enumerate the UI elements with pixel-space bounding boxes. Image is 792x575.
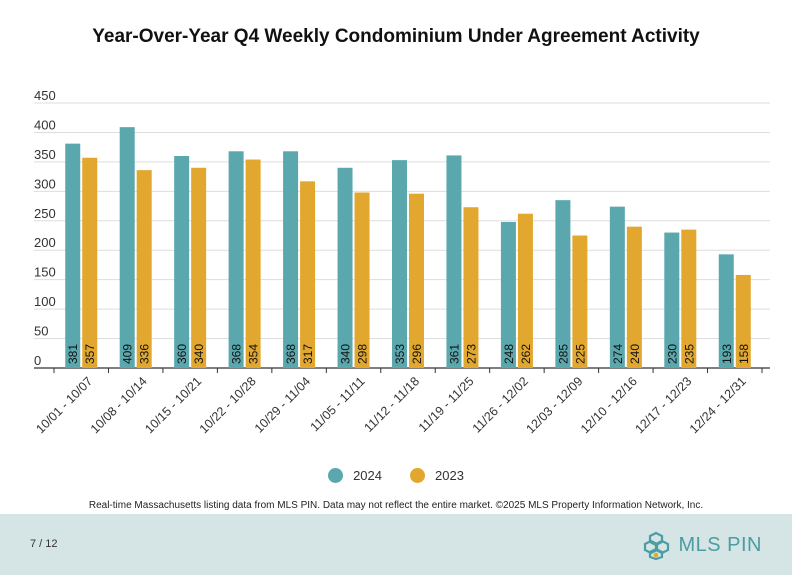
bar-2024 — [664, 232, 680, 368]
legend-item-2024[interactable]: 2024 — [328, 468, 382, 483]
bar-2023 — [409, 193, 424, 368]
x-tick-label: 12/10 - 12/16 — [578, 374, 640, 436]
legend-item-2023[interactable]: 2023 — [410, 468, 464, 483]
footer-bar: 7 / 12 MLS PIN — [0, 514, 792, 575]
data-label: 360 — [175, 344, 189, 364]
legend-swatch-2024 — [328, 468, 344, 483]
bar-2024 — [65, 143, 81, 368]
data-label: 298 — [356, 344, 370, 364]
legend: 2024 2023 — [0, 468, 792, 483]
mls-pin-logo-icon — [644, 531, 670, 560]
data-label: 158 — [737, 344, 751, 364]
bar-2023 — [245, 159, 261, 368]
bar-2023 — [463, 207, 479, 368]
x-tick-label: 10/08 - 10/14 — [88, 374, 150, 436]
data-label: 248 — [502, 344, 516, 364]
data-label: 409 — [121, 344, 135, 364]
y-tick-label: 400 — [34, 117, 56, 132]
bar-2023 — [354, 192, 370, 368]
x-tick-label: 11/26 - 12/02 — [470, 374, 531, 435]
data-label: 240 — [628, 344, 642, 364]
bar-chart: 0 50 100 150 200 250 300 350 400 450 381 357 10/01 -… — [33, 88, 770, 436]
bar-2024 — [119, 127, 135, 369]
y-tick-label: 250 — [34, 206, 56, 221]
page-number: 7 / 12 — [30, 538, 58, 550]
data-label: 336 — [138, 344, 152, 364]
bar-2024 — [500, 221, 516, 368]
x-tick-label: 10/01 - 10/07 — [33, 374, 95, 436]
x-tick-label: 12/03 - 12/09 — [524, 374, 586, 436]
y-tick-label: 450 — [34, 88, 56, 103]
y-tick-label: 100 — [34, 294, 56, 309]
y-tick-label: 300 — [34, 176, 56, 191]
bar-2023 — [626, 226, 642, 368]
bar-2024 — [609, 206, 625, 368]
data-label: 357 — [83, 344, 97, 364]
y-tick-label: 50 — [34, 324, 48, 339]
data-label: 285 — [556, 344, 570, 364]
data-label: 262 — [519, 344, 533, 364]
x-tick-label: 10/29 - 11/04 — [252, 374, 313, 435]
x-tick-label: 10/15 - 10/21 — [142, 374, 204, 436]
data-label: 273 — [464, 344, 478, 364]
data-label: 354 — [247, 344, 261, 364]
data-label: 368 — [230, 344, 244, 364]
x-tick-label: 12/24 - 12/31 — [687, 374, 749, 436]
data-label: 296 — [410, 344, 424, 364]
bar-2023 — [681, 229, 697, 368]
x-tick-label: 12/17 - 12/23 — [632, 374, 694, 436]
bar-2024 — [392, 160, 407, 368]
data-label: 225 — [573, 344, 587, 364]
bar-2023 — [572, 235, 588, 368]
data-label: 381 — [66, 344, 80, 364]
data-label: 353 — [393, 344, 407, 364]
bar-2024 — [228, 151, 244, 368]
y-tick-label: 0 — [34, 353, 41, 368]
legend-label-2023: 2023 — [435, 468, 464, 483]
data-label: 340 — [339, 344, 353, 364]
data-label: 230 — [665, 344, 679, 364]
x-tick-label: 11/12 - 11/18 — [361, 374, 422, 435]
bar-2024 — [337, 167, 353, 368]
brand-logo: MLS PIN — [642, 530, 762, 560]
bar-2023 — [300, 181, 316, 368]
bar-2023 — [82, 157, 98, 368]
data-label: 317 — [301, 344, 315, 364]
y-tick-label: 350 — [34, 147, 56, 162]
data-label: 361 — [447, 344, 461, 364]
x-tick-label: 11/19 - 11/25 — [416, 374, 477, 435]
y-tick-label: 150 — [34, 265, 56, 280]
bar-2024 — [446, 155, 462, 368]
brand-name: MLS PIN — [678, 533, 762, 556]
chart-title: Year-Over-Year Q4 Weekly Condominium Und… — [92, 26, 700, 47]
data-label: 340 — [192, 344, 206, 364]
bar-2023 — [735, 274, 751, 368]
footnote: Real-time Massachusetts listing data fro… — [88, 500, 704, 511]
bar-2024 — [555, 200, 571, 368]
x-tick-label: 11/05 - 11/11 — [308, 374, 368, 434]
data-label: 274 — [611, 344, 625, 364]
bar-2023 — [517, 213, 533, 368]
bar-2024 — [718, 254, 734, 368]
bar-2023 — [191, 167, 207, 368]
y-tick-label: 200 — [34, 235, 56, 250]
legend-label-2024: 2024 — [353, 468, 382, 483]
data-label: 193 — [720, 344, 734, 364]
data-label: 368 — [284, 344, 298, 364]
bar-2023 — [136, 170, 152, 368]
x-tick-label: 10/22 - 10/28 — [197, 374, 259, 436]
bar-2024 — [174, 156, 190, 368]
bar-2024 — [283, 151, 299, 368]
legend-swatch-2023 — [410, 468, 425, 483]
data-label: 235 — [682, 344, 696, 364]
